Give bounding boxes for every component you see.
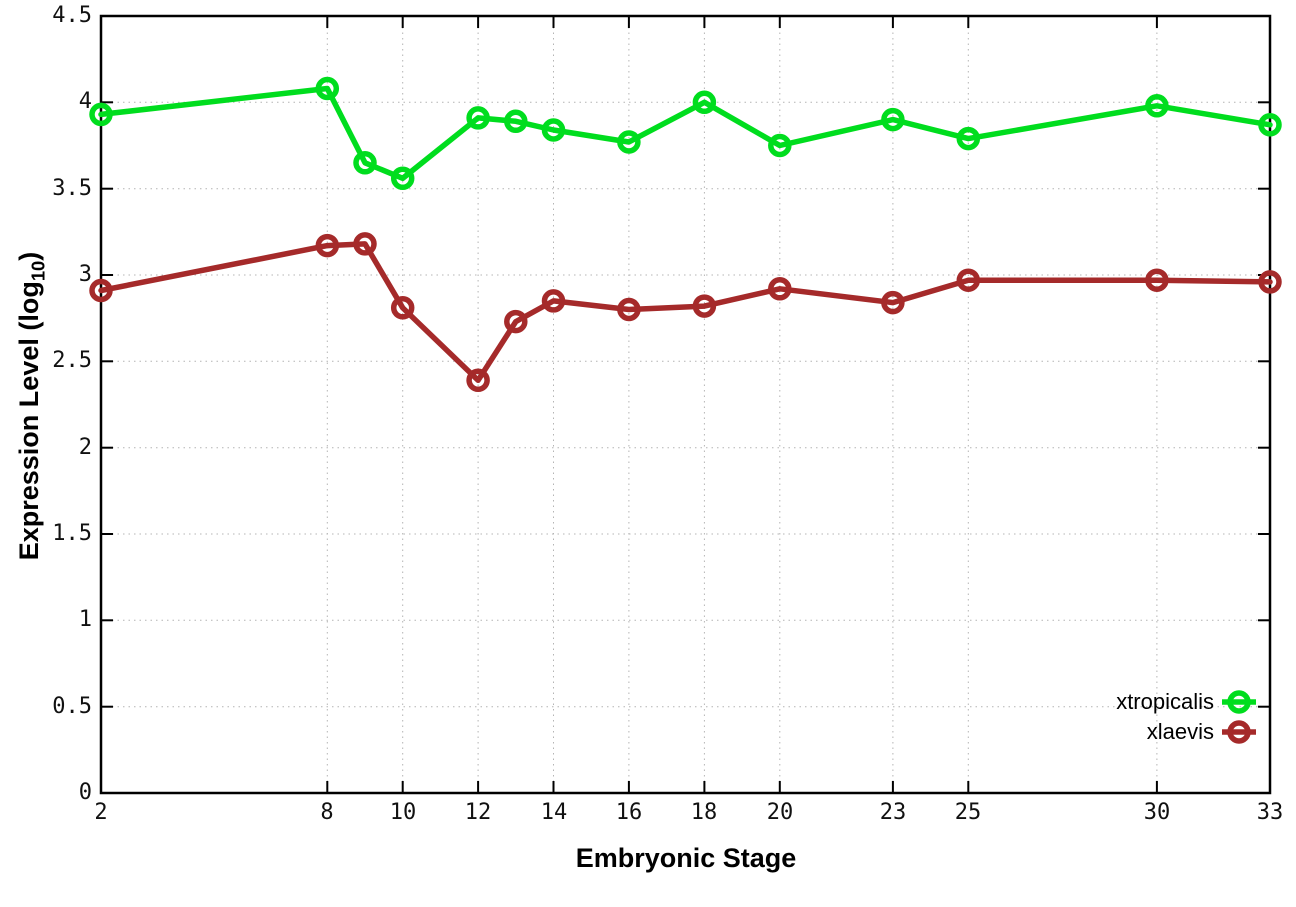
x-tick-label: 25: [954, 800, 982, 825]
y-axis-title-suffix: ): [14, 251, 44, 261]
y-axis-title: Expression Level (log10): [14, 196, 50, 616]
data-point-xtropicalis: [881, 107, 905, 132]
data-point-xlaevis: [692, 294, 717, 318]
data-point-xtropicalis: [504, 109, 528, 134]
data-point-xlaevis: [617, 297, 641, 322]
data-point-xtropicalis: [617, 130, 641, 154]
data-point-xtropicalis: [353, 151, 377, 175]
legend-marker-xtropicalis: [1227, 690, 1251, 714]
x-tick-label: 12: [464, 800, 492, 825]
data-point-xlaevis: [353, 232, 377, 256]
series-line-xlaevis: [98, 241, 1273, 384]
y-axis-title-text: Expression Level (log: [14, 281, 44, 561]
y-tick-label: 4: [78, 89, 92, 114]
y-tick-label: 3: [78, 262, 92, 287]
data-point-xlaevis: [89, 278, 113, 303]
data-point-xlaevis: [315, 233, 340, 258]
data-point-xlaevis: [1258, 270, 1282, 294]
x-tick-label: 23: [879, 800, 907, 825]
data-point-xtropicalis: [541, 118, 566, 142]
data-point-xlaevis: [768, 277, 792, 301]
data-point-xtropicalis: [1258, 113, 1282, 137]
data-point-xlaevis: [956, 268, 981, 292]
x-tick-label: 30: [1143, 800, 1171, 825]
data-point-xlaevis: [504, 309, 528, 334]
x-tick-label: 10: [389, 800, 417, 825]
y-tick-label: 0.5: [52, 694, 92, 719]
data-point-xtropicalis: [956, 126, 981, 151]
x-tick-label: 20: [766, 800, 794, 825]
legend-marker-xlaevis: [1227, 720, 1251, 744]
y-tick-label: 2.5: [52, 348, 92, 373]
data-point-xtropicalis: [315, 76, 340, 101]
x-tick-label: 33: [1256, 800, 1284, 825]
data-point-xtropicalis: [89, 102, 113, 127]
data-point-xlaevis: [390, 296, 415, 320]
x-tick-label: 18: [690, 800, 718, 825]
legend-label-xlaevis: xlaevis: [1146, 719, 1214, 744]
legend-label-xtropicalis: xtropicalis: [1116, 689, 1214, 714]
data-point-xlaevis: [881, 290, 905, 315]
data-point-xtropicalis: [692, 90, 717, 115]
y-tick-label: 1: [78, 607, 92, 632]
y-tick-label: 2: [78, 435, 92, 460]
y-tick-label: 1.5: [52, 521, 92, 546]
x-tick-label: 16: [615, 800, 643, 825]
data-point-xtropicalis: [768, 133, 792, 158]
x-tick-label: 2: [94, 800, 108, 825]
data-point-xlaevis: [1145, 268, 1169, 292]
data-point-xtropicalis: [466, 106, 490, 130]
x-tick-label: 14: [540, 800, 568, 825]
y-tick-label: 4.5: [52, 3, 92, 28]
data-point-xlaevis: [541, 289, 566, 313]
data-point-xlaevis: [466, 368, 490, 393]
y-tick-label: 0: [78, 780, 92, 805]
data-point-xtropicalis: [390, 166, 415, 191]
plot-border: [99, 14, 1272, 795]
x-axis-title: Embryonic Stage: [575, 843, 797, 873]
y-tick-label: 3.5: [52, 176, 92, 201]
x-tick-label: 8: [320, 800, 334, 825]
data-point-xtropicalis: [1145, 94, 1169, 118]
